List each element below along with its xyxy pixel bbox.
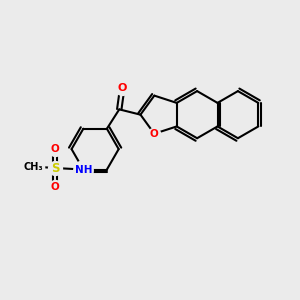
- Text: CH₃: CH₃: [23, 162, 43, 172]
- Text: O: O: [118, 83, 127, 93]
- Text: O: O: [51, 182, 60, 192]
- Text: NH: NH: [75, 164, 92, 175]
- Text: S: S: [51, 161, 60, 175]
- Text: O: O: [51, 144, 60, 154]
- Text: O: O: [150, 129, 159, 139]
